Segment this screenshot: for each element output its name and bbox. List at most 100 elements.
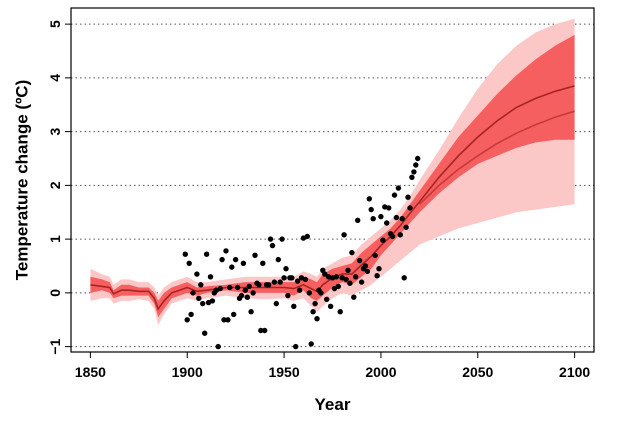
observation-point xyxy=(372,252,378,258)
observation-point xyxy=(409,174,415,180)
observation-point xyxy=(215,343,221,350)
observation-point xyxy=(252,252,258,258)
observation-point xyxy=(291,303,297,309)
observation-point xyxy=(304,233,310,240)
observation-point xyxy=(356,257,363,264)
inner-uncertainty-band xyxy=(90,34,575,318)
observation-point xyxy=(217,285,223,292)
observation-point xyxy=(413,162,419,168)
observation-point xyxy=(196,295,202,301)
observation-point xyxy=(376,266,382,272)
observation-point xyxy=(391,192,398,198)
observation-point xyxy=(349,249,355,256)
observation-point xyxy=(345,267,351,273)
observation-point xyxy=(362,263,369,269)
observation-point xyxy=(200,300,206,307)
observation-point xyxy=(281,275,287,281)
observation-point xyxy=(202,330,208,336)
observation-point xyxy=(203,251,210,257)
observation-point xyxy=(384,220,390,226)
observation-point xyxy=(314,316,320,322)
observation-point xyxy=(209,298,216,304)
y-axis-title: Temperature change (ºC) xyxy=(13,80,32,281)
observation-point xyxy=(403,224,409,230)
observation-point xyxy=(285,292,291,299)
observation-point xyxy=(370,216,376,222)
observation-point xyxy=(399,216,405,222)
observation-point xyxy=(229,264,235,270)
series-line-1 xyxy=(90,85,575,311)
observation-point xyxy=(337,309,343,315)
series-lines xyxy=(90,85,575,311)
observation-point xyxy=(393,214,400,221)
observation-point xyxy=(275,256,281,263)
observation-point xyxy=(401,275,407,281)
x-tick-label: 1850 xyxy=(75,364,106,380)
observation-point xyxy=(312,300,318,307)
y-tick-label: −1 xyxy=(47,338,63,354)
observation-point xyxy=(190,290,196,296)
observation-point xyxy=(322,271,328,277)
observation-point xyxy=(355,217,361,223)
x-tick-label: 2050 xyxy=(462,364,493,380)
observation-point xyxy=(353,274,359,280)
observation-point xyxy=(273,300,279,307)
observation-point xyxy=(366,196,372,202)
observation-point xyxy=(296,287,303,293)
observation-point xyxy=(194,271,200,277)
uncertainty-bands xyxy=(90,18,575,326)
y-tick-label: 5 xyxy=(47,20,63,28)
observation-point xyxy=(227,284,233,291)
observation-point xyxy=(219,256,225,263)
observation-point xyxy=(271,279,278,285)
observation-point xyxy=(240,260,247,266)
observation-point xyxy=(221,317,227,323)
observation-point xyxy=(250,290,256,296)
observation-point xyxy=(207,274,214,280)
observation-point xyxy=(318,290,324,296)
observation-point xyxy=(333,274,340,280)
observation-point xyxy=(351,294,357,300)
observation-point xyxy=(308,341,314,347)
y-tick-label: 0 xyxy=(47,289,63,297)
observation-point xyxy=(364,268,371,275)
x-tick-label: 1900 xyxy=(172,364,203,380)
observation-point xyxy=(188,311,194,318)
observation-point xyxy=(327,303,334,309)
y-tick-label: 4 xyxy=(47,74,63,82)
observation-point xyxy=(283,266,289,272)
observation-point xyxy=(269,242,276,249)
observation-point xyxy=(258,327,264,334)
observation-point xyxy=(238,292,245,299)
observation-point xyxy=(267,236,274,242)
observation-point xyxy=(324,296,330,302)
observation-point xyxy=(293,343,299,350)
observation-point xyxy=(279,236,285,242)
observation-point xyxy=(289,275,295,281)
observation-point xyxy=(277,279,283,285)
observation-point xyxy=(380,237,386,243)
observation-point xyxy=(182,251,188,257)
observation-point xyxy=(306,290,312,296)
observation-point xyxy=(294,278,301,284)
plot-frame xyxy=(70,7,595,353)
observation-point xyxy=(198,282,204,288)
observation-point xyxy=(260,260,266,266)
observation-point xyxy=(397,232,403,238)
observation-point xyxy=(232,256,239,263)
x-axis-ticks: 1850 1900 1950 2000 2050 2100 xyxy=(75,352,590,380)
observation-point xyxy=(368,206,374,213)
observation-point xyxy=(415,155,421,162)
observation-point xyxy=(234,284,241,291)
y-tick-label: 3 xyxy=(47,128,63,136)
observation-point xyxy=(310,309,316,315)
x-tick-label: 2000 xyxy=(365,364,396,380)
observation-point xyxy=(378,213,384,220)
x-tick-label: 2100 xyxy=(559,364,590,380)
observation-point xyxy=(302,276,309,283)
observation-point xyxy=(374,273,380,279)
observation-point xyxy=(256,282,262,288)
observation-point xyxy=(347,280,353,286)
observation-point xyxy=(242,287,248,293)
